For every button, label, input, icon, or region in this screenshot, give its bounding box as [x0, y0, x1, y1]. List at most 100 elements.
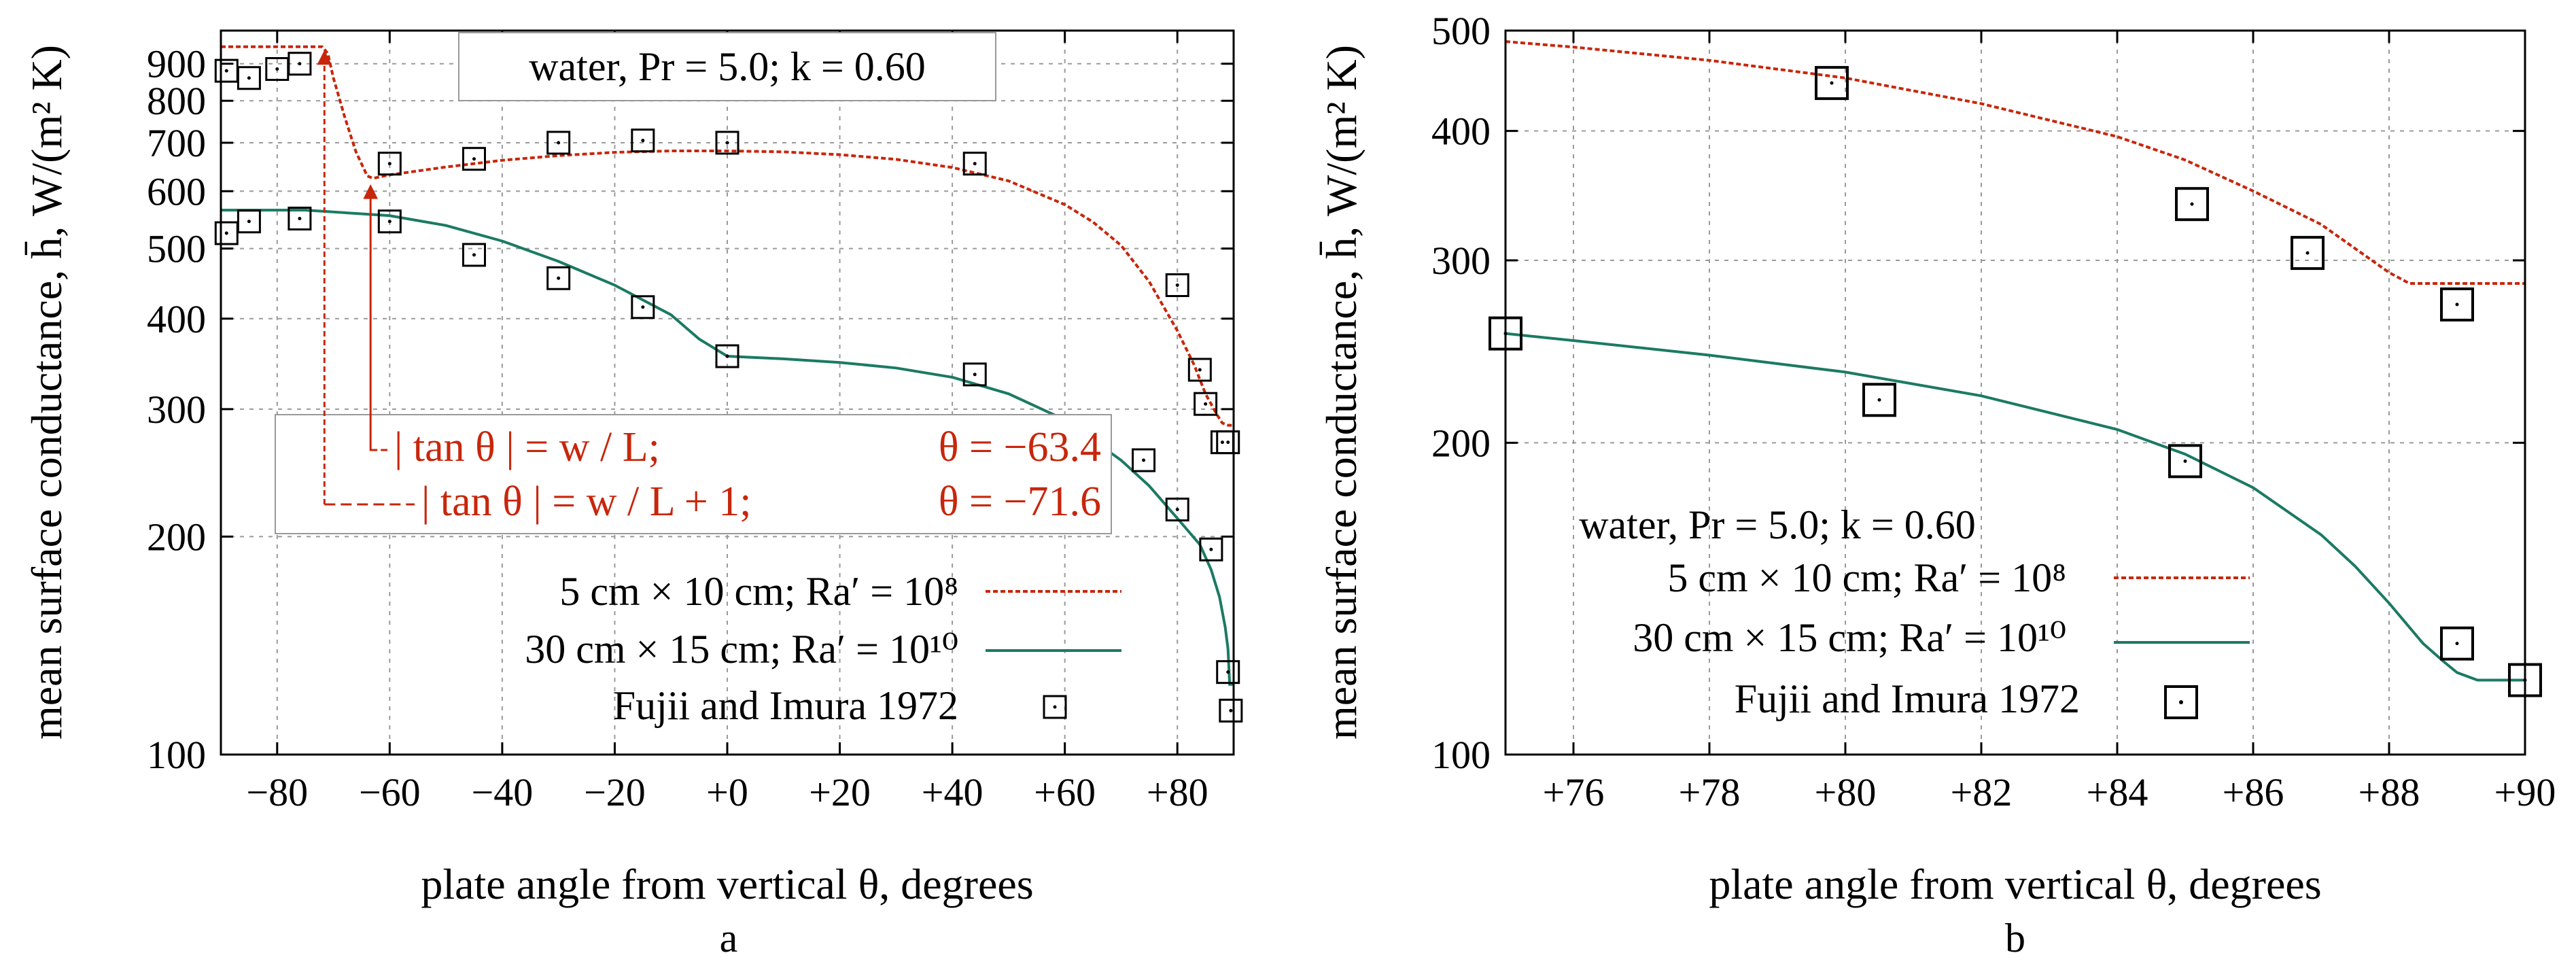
data-point-marker — [462, 243, 486, 267]
data-point-marker — [1165, 498, 1189, 522]
panel-a-title-box-text: water, Pr = 5.0; k = 0.60 — [529, 44, 926, 89]
annotation-1-theta: θ = −63.4 — [939, 424, 1101, 470]
data-point-marker — [1165, 273, 1189, 297]
x-tick-label: +80 — [1147, 770, 1208, 814]
legend-b-green-label: 30 cm × 15 cm; Ra′ = 10¹⁰ — [1633, 615, 2066, 660]
data-point-marker — [2440, 287, 2474, 322]
annotation-2-theta: θ = −71.6 — [939, 479, 1101, 525]
panel-a-markers — [214, 52, 1243, 723]
data-point-marker — [214, 221, 239, 245]
series-line-green — [1505, 332, 2525, 682]
data-point-marker — [631, 128, 655, 153]
data-point-marker — [2440, 626, 2474, 661]
data-point-marker — [1210, 430, 1234, 455]
legend-b-red-label: 5 cm × 10 cm; Ra′ = 10⁸ — [1667, 555, 2066, 600]
x-tick-label: +0 — [706, 770, 748, 814]
x-tick-label: +76 — [1543, 770, 1605, 814]
data-point-marker — [1219, 698, 1243, 723]
panel-b-plot-frame — [1504, 29, 2526, 756]
data-point-marker — [715, 344, 739, 368]
data-point-marker — [1187, 358, 1212, 382]
data-point-marker — [2175, 187, 2209, 222]
legend-b-markers-label: Fujii and Imura 1972 — [1735, 676, 2080, 721]
y-tick-label: 100 — [147, 733, 206, 777]
panel-a: −80 −60 −40 −20 +0 +20 +40 +60 +80 100 200 300 400 5… — [22, 29, 1243, 961]
legend-a-red-label: 5 cm × 10 cm; Ra′ = 10⁸ — [559, 569, 958, 614]
x-tick-label: −80 — [246, 770, 308, 814]
data-point-marker — [237, 66, 261, 90]
data-point-marker — [1815, 66, 1849, 101]
y-tick-label: 400 — [147, 297, 206, 341]
panel-b-caption: b — [2005, 916, 2025, 961]
x-tick-label: +40 — [922, 770, 984, 814]
x-tick-label: +88 — [2359, 770, 2420, 814]
data-point-marker — [962, 362, 987, 387]
data-point-marker — [1216, 660, 1240, 685]
panel-a-annotations — [317, 50, 415, 506]
y-tick-label: 500 — [147, 227, 206, 271]
data-point-marker — [2168, 444, 2202, 479]
data-point-marker — [1194, 392, 1218, 416]
data-point-marker — [631, 295, 655, 319]
legend-a-green-label: 30 cm × 15 cm; Ra′ = 10¹⁰ — [525, 627, 958, 672]
annotation-1-arrowhead — [363, 184, 378, 199]
x-tick-label: +82 — [1951, 770, 2013, 814]
x-tick-label: −60 — [359, 770, 421, 814]
y-tick-label: 800 — [147, 79, 206, 123]
panel-b: +76 +78 +80 +82 +84 +86 +88 +90 100 200 300 400 500… — [1317, 9, 2556, 961]
panel-b-x-axis-title: plate angle from vertical θ, degrees — [1709, 860, 2321, 908]
x-tick-label: −40 — [472, 770, 534, 814]
data-point-marker — [546, 266, 571, 290]
y-tick-label: 400 — [1431, 109, 1491, 154]
panel-a-annotation-box — [275, 414, 1112, 534]
panel-a-y-axis-title: mean surface conductance, h̄, W/(m² K) — [22, 45, 71, 740]
panel-b-x-ticks: +76 +78 +80 +82 +84 +86 +88 +90 — [1543, 31, 2556, 814]
data-point-marker — [962, 152, 987, 176]
legend-b-title: water, Pr = 5.0; k = 0.60 — [1579, 502, 1976, 547]
data-point-marker — [377, 209, 402, 234]
series-line-red — [1505, 40, 2525, 285]
panel-b-y-axis-title: mean surface conductance, h̄, W/(m² K) — [1317, 45, 1365, 740]
data-point-marker — [288, 52, 312, 76]
y-tick-label: 300 — [1431, 239, 1491, 283]
panel-a-caption: a — [720, 916, 738, 961]
x-tick-label: +60 — [1034, 770, 1096, 814]
y-tick-label: 200 — [1431, 421, 1491, 465]
data-point-marker — [377, 152, 402, 176]
data-point-marker — [715, 131, 739, 155]
annotation-2-text: | tan θ | = w / L + 1; — [421, 479, 752, 525]
y-tick-label: 200 — [147, 515, 206, 559]
y-tick-label: 600 — [147, 169, 206, 213]
data-point-marker — [2291, 236, 2325, 271]
data-point-marker — [546, 131, 571, 155]
legend-b-marker — [2164, 685, 2198, 719]
panel-b-markers — [1489, 66, 2542, 697]
panel-a-x-ticks: −80 −60 −40 −20 +0 +20 +40 +60 +80 — [246, 31, 1208, 814]
series-line-green — [221, 209, 1234, 686]
y-tick-label: 100 — [1431, 733, 1491, 777]
annotation-2-arrowhead — [317, 50, 332, 65]
data-point-marker — [1216, 430, 1240, 455]
y-tick-label: 300 — [147, 387, 206, 432]
panel-a-series — [221, 45, 1234, 686]
y-tick-label: 700 — [147, 121, 206, 165]
y-tick-label: 500 — [1431, 9, 1491, 53]
x-tick-label: −20 — [584, 770, 646, 814]
data-point-marker — [288, 207, 312, 231]
series-line-red — [221, 45, 1234, 427]
legend-a-markers-label: Fujii and Imura 1972 — [613, 683, 958, 728]
annotation-1-arrow — [369, 188, 378, 451]
legend-a-marker — [1043, 695, 1067, 719]
data-point-marker — [1199, 537, 1223, 561]
data-point-marker — [237, 209, 261, 234]
data-point-marker — [1132, 448, 1156, 472]
panel-a-title-box — [458, 32, 996, 101]
x-tick-label: +84 — [2087, 770, 2148, 814]
x-tick-label: +90 — [2494, 770, 2556, 814]
y-tick-label: 900 — [147, 42, 206, 86]
panel-b-series — [1505, 40, 2525, 682]
x-tick-label: +86 — [2223, 770, 2284, 814]
x-tick-label: +78 — [1679, 770, 1741, 814]
